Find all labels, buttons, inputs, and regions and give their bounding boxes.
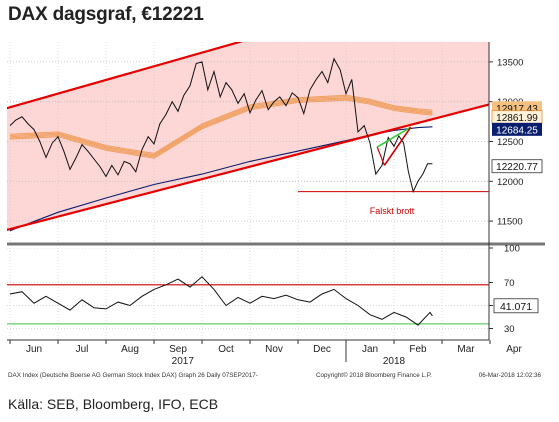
price-y-axis: 1150012000125001300013500 [489,57,523,228]
rsi-grid [7,248,489,340]
moving-average-line [9,99,433,159]
price-tag-label: 12220.77 [496,162,538,173]
price-tag-box [492,122,542,136]
moving-average-line [9,98,433,158]
x-tick-label: Dec [313,344,331,355]
rsi-tag-box [493,298,539,314]
triangle-left-line [376,146,385,166]
rsi-y-tick-label: 70 [504,278,515,289]
rsi-panel: 305070100 41.071 [7,244,539,340]
price-y-tick-label: 11500 [497,217,523,228]
x-tick-label: Mar [457,344,475,355]
price-y-tick-label: 12000 [497,177,523,188]
price-tag-label: 12684.25 [496,125,538,136]
lower-channel-line [7,103,489,231]
x-axis: Jun Jul Aug Sep Oct Nov Dec Jan Feb Mar Apr [9,340,522,355]
x-tick-label: Oct [218,344,234,355]
x-tick-label: Jun [26,344,42,355]
x-tick-label: Jan [362,344,378,355]
source-note: Källa: SEB, Bloomberg, IFO, ECB [8,396,219,412]
x-tick-label: Nov [265,344,283,355]
price-tag-label: 12861.99 [496,113,538,124]
triangle-upper-line [376,126,412,148]
price-grid [7,42,489,241]
triangle-lower-line [383,126,412,166]
footer-left: DAX Index (Deutsche Boerse AG German Sto… [8,372,258,379]
footer-copyright: Copyright© 2018 Bloomberg Finance L.P. [316,371,432,379]
rsi-y-axis: 305070100 [489,244,520,335]
price-tag-label: 12917.43 [496,104,538,115]
rsi-y-tick-label: 100 [504,244,520,255]
year-labels: 2017 2018 [172,344,406,367]
long-moving-average-line [9,126,433,232]
price-tag-box [491,159,543,174]
rsi-tag-label: 41.071 [500,301,532,313]
price-line [9,57,433,194]
triangle-pattern [376,126,412,166]
rsi-plot-area [7,248,489,340]
x-tick-label: Aug [121,344,139,355]
rsi-y-tick-label: 30 [504,324,515,335]
channel-fill [7,42,489,230]
year-label: 2018 [383,356,406,367]
rsi-tag: 41.071 [493,298,539,314]
price-y-tick-label: 12500 [497,137,523,148]
footer-date: 06-Mar-2018 12:02:36 [479,372,542,379]
x-tick-label: Jul [76,344,89,355]
x-tick-label: Feb [409,344,427,355]
upper-channel-line [7,42,244,110]
price-panel: Falskt brott 1150012000125001300013500 1… [7,42,543,241]
chart-title: DAX dagsgraf, €12221 [8,4,204,25]
x-tick-label: Sep [169,344,187,355]
price-y-tick-label: 13500 [497,57,523,68]
support-label: Falskt brott [370,206,415,216]
year-label: 2017 [172,356,195,367]
moving-average-line [9,97,433,157]
rsi-line [9,276,433,326]
x-tick-label: Apr [506,344,522,355]
